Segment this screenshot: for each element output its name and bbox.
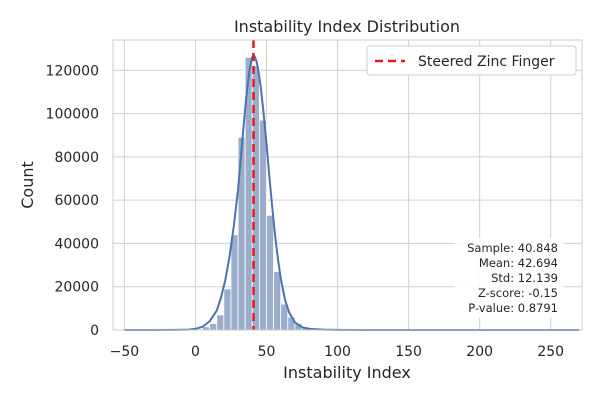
y-tick-label: 20000 bbox=[54, 280, 99, 296]
histogram-bar bbox=[273, 271, 282, 331]
histogram-bar bbox=[216, 314, 225, 331]
kde-curve bbox=[124, 53, 580, 331]
histogram-bar bbox=[230, 234, 239, 331]
x-tick-label: 250 bbox=[537, 344, 564, 360]
histogram-bar bbox=[223, 288, 232, 331]
stats-box: Sample: 40.848 Mean: 42.694 Std: 12.139 … bbox=[455, 238, 564, 318]
chart-title: Instability Index Distribution bbox=[234, 17, 460, 36]
histogram-bars bbox=[202, 56, 317, 331]
y-tick-label: 40000 bbox=[54, 236, 99, 252]
legend-label: Steered Zinc Finger bbox=[418, 54, 555, 70]
stats-zscore: Z-score: -0.15 bbox=[478, 286, 558, 300]
histogram-bar bbox=[266, 214, 274, 331]
y-tick-label: 120000 bbox=[46, 63, 99, 79]
x-tick-labels: −50 0 50 100 150 200 250 bbox=[110, 344, 565, 360]
legend: Steered Zinc Finger bbox=[366, 45, 577, 76]
stats-mean: Mean: 42.694 bbox=[479, 256, 558, 270]
x-tick-label: 100 bbox=[324, 344, 351, 360]
x-tick-label: −50 bbox=[110, 344, 140, 360]
histogram-bar bbox=[258, 119, 267, 331]
y-axis-title: Count bbox=[18, 161, 37, 209]
legend-box bbox=[366, 45, 577, 76]
stats-box-background bbox=[455, 238, 564, 318]
histogram-bar bbox=[209, 323, 218, 331]
plot-frame bbox=[112, 39, 583, 331]
y-tick-label: 0 bbox=[90, 323, 99, 339]
stats-pvalue: P-value: 0.8791 bbox=[468, 301, 558, 315]
y-tick-label: 100000 bbox=[46, 107, 99, 123]
y-tick-label: 60000 bbox=[54, 193, 99, 209]
y-tick-labels: 0 20000 40000 60000 80000 100000 120000 bbox=[46, 63, 99, 339]
x-tick-label: 150 bbox=[395, 344, 422, 360]
x-tick-label: 200 bbox=[466, 344, 493, 360]
x-tick-label: 0 bbox=[191, 344, 200, 360]
x-axis-title: Instability Index bbox=[283, 363, 411, 382]
y-tick-label: 80000 bbox=[54, 150, 99, 166]
stats-std: Std: 12.139 bbox=[491, 271, 558, 285]
stats-sample: Sample: 40.848 bbox=[467, 241, 558, 255]
x-tick-label: 50 bbox=[258, 344, 276, 360]
